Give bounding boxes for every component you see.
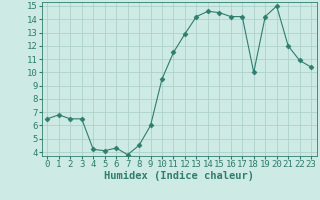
X-axis label: Humidex (Indice chaleur): Humidex (Indice chaleur) — [104, 171, 254, 181]
